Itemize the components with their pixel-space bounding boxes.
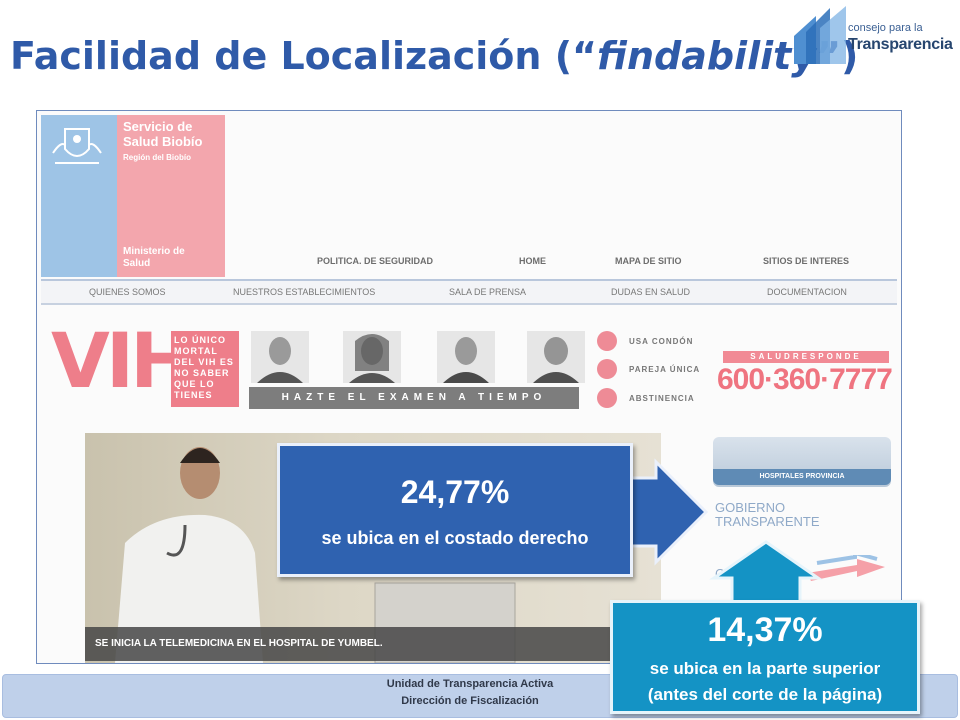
ministry-name: Ministerio de Salud: [123, 246, 185, 269]
salud-responde-phone[interactable]: 600·360·7777: [717, 363, 893, 396]
news-caption[interactable]: SE INICIA LA TELEMEDICINA EN EL HOSPITAL…: [85, 627, 661, 661]
footer-line2: Dirección de Fiscalización: [401, 695, 539, 707]
logo-line2: Transparencia: [848, 36, 953, 53]
callout-top-line2: (antes del corte de la página): [647, 685, 883, 704]
campaign-face-icon: [437, 331, 495, 383]
main-navbar: [41, 279, 897, 305]
topnav-sitios[interactable]: SITIOS DE INTERES: [763, 256, 850, 266]
footer-line1: Unidad de Transparencia Activa: [386, 678, 554, 690]
header-pink-block: [117, 115, 225, 277]
callout-right-percent: 24,77%: [400, 474, 510, 510]
nav-quienes-somos[interactable]: QUIENES SOMOS: [89, 287, 166, 297]
org-region: Región del Biobío: [123, 153, 191, 162]
hospitales-label: HOSPITALES PROVINCIA: [713, 469, 891, 485]
campaign-face-icon: [251, 331, 309, 383]
nav-documentacion[interactable]: DOCUMENTACION: [767, 287, 847, 297]
campaign-cta[interactable]: HAZTE EL EXAMEN A TIEMPO: [249, 387, 579, 409]
callout-right-side: 24,77% se ubica en el costado derecho: [277, 443, 633, 577]
callout-top-percent: 14,37%: [707, 611, 823, 649]
topnav-mapa[interactable]: MAPA DE SITIO: [615, 256, 682, 266]
vih-banner-logo[interactable]: VIH: [51, 316, 194, 405]
prevention-item: USA CONDÓN: [629, 337, 694, 346]
campaign-face-icon: [343, 331, 401, 383]
gobierno-line1: GOBIERNO: [715, 500, 786, 515]
callout-right-text: se ubica en el costado derecho: [321, 528, 589, 548]
logo-line1: consejo para la: [848, 22, 923, 34]
arrows-graphic-icon: [807, 555, 885, 581]
thumbs-up-icon: [597, 388, 617, 408]
website-screenshot: Servicio de Salud Biobío Región del Biob…: [36, 110, 902, 664]
title-prefix: Facilidad de Localización (“: [10, 34, 598, 78]
topnav-politica[interactable]: POLITICA. DE SEGURIDAD: [317, 256, 434, 266]
nav-sala-prensa[interactable]: SALA DE PRENSA: [449, 287, 527, 297]
nav-establecimientos[interactable]: NUESTROS ESTABLECIMIENTOS: [233, 287, 376, 297]
callout-top-line1: se ubica en la parte superior: [649, 659, 881, 678]
partial-link[interactable]: CO: [715, 566, 735, 581]
campaign-face-icon: [527, 331, 585, 383]
slide-title: Facilidad de Localización (“findability”…: [10, 34, 858, 78]
nav-dudas-salud[interactable]: DUDAS EN SALUD: [611, 287, 691, 297]
gobierno-transparente-link[interactable]: GOBIERNO TRANSPARENTE: [715, 501, 820, 529]
couple-icon: [597, 359, 617, 379]
org-name: Servicio de Salud Biobío: [123, 119, 203, 149]
title-italic: findability: [597, 34, 817, 78]
prevention-item: PAREJA ÚNICA: [629, 365, 701, 374]
logo-mark-icon: [794, 6, 846, 64]
gobierno-line2: TRANSPARENTE: [715, 514, 820, 529]
prevention-item: ABSTINENCIA: [629, 394, 695, 403]
consejo-transparencia-logo: consejo para la Transparencia: [792, 6, 956, 66]
condom-icon: [597, 331, 617, 351]
coat-of-arms-icon: [52, 128, 102, 164]
vih-tagline: LO ÚNICO MORTAL DEL VIH ES NO SABER QUE …: [171, 331, 239, 407]
topnav-home[interactable]: HOME: [519, 256, 546, 266]
callout-top: 14,37% se ubica en la parte superior (an…: [610, 600, 920, 714]
salud-responde-label: SALUDRESPONDE: [723, 351, 889, 363]
